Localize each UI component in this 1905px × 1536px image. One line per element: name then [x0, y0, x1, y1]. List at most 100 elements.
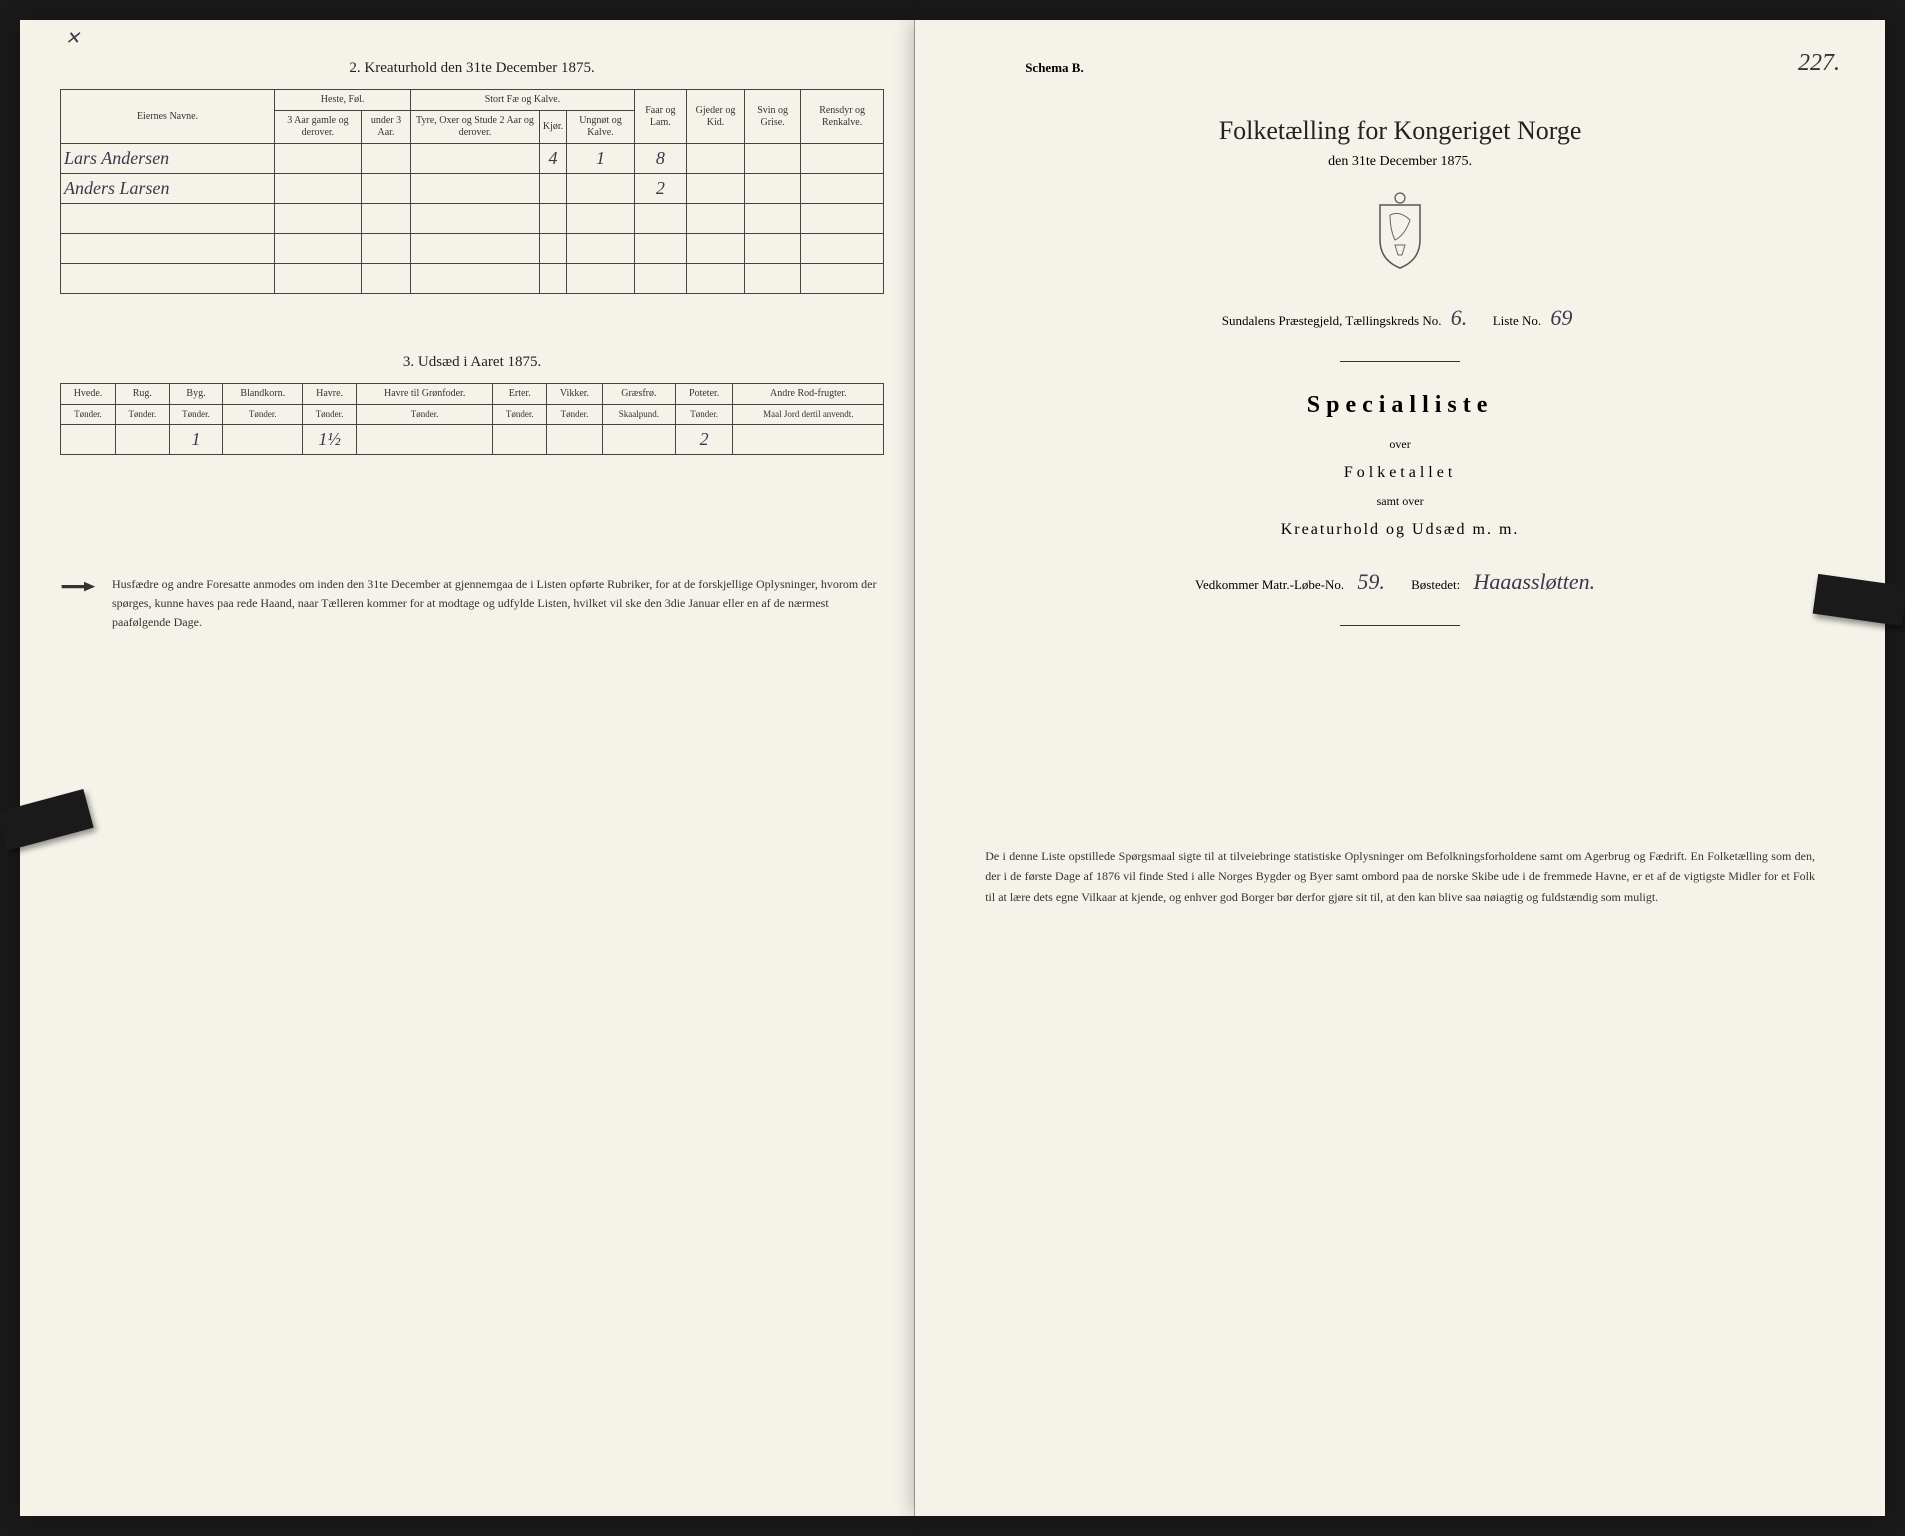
seed-subheader: Tønder. [61, 405, 116, 425]
left-page: ✕ 2. Kreaturhold den 31te December 1875.… [20, 20, 915, 1516]
vedkommer-line: Vedkommer Matr.-Løbe-No. 59. Bøstedet: H… [965, 569, 1835, 595]
cell-value [801, 174, 884, 204]
bottom-paragraph: De i denne Liste opstillede Spørgsmaal s… [965, 846, 1835, 907]
cell-value [686, 204, 744, 234]
seed-value [547, 424, 603, 454]
table-row: Lars Andersen418 [61, 144, 884, 174]
th-sheep: Faar og Lam. [634, 90, 686, 144]
seed-header: Blandkorn. [223, 384, 303, 405]
cell-value: 8 [634, 144, 686, 174]
th-goats: Gjeder og Kid. [686, 90, 744, 144]
page-number: 227. [1798, 50, 1840, 77]
divider-2 [1340, 625, 1460, 626]
table-row [61, 234, 884, 264]
seed-header: Erter. [493, 384, 547, 405]
bestedet-value: Haaassløtten. [1474, 569, 1596, 594]
seed-table: Hvede.Rug.Byg.Blandkorn.Havre.Havre til … [60, 383, 884, 455]
specialliste-title: Specialliste [965, 392, 1835, 419]
cell-value [634, 264, 686, 294]
folketallet-label: Folketallet [965, 464, 1835, 482]
seed-value [356, 424, 493, 454]
cell-value [275, 234, 362, 264]
cell-value [801, 144, 884, 174]
vedkommer-label: Vedkommer Matr.-Løbe-No. [1195, 577, 1344, 592]
seed-value [493, 424, 547, 454]
th-cattle-3: Ungnøt og Kalve. [567, 111, 635, 144]
cell-value [745, 204, 801, 234]
seed-subheader: Tønder. [356, 405, 493, 425]
th-horses-1: 3 Aar gamle og derover. [275, 111, 362, 144]
cell-value [634, 234, 686, 264]
owner-name [61, 234, 275, 264]
parish-prefix: Sundalens Præstegjeld, Tællingskreds No. [1222, 313, 1442, 328]
cell-value [361, 204, 410, 234]
cell-value [411, 264, 540, 294]
cell-value [567, 264, 635, 294]
cell-value [361, 144, 410, 174]
seed-subheader: Tønder. [223, 405, 303, 425]
cell-value [361, 174, 410, 204]
seed-value [223, 424, 303, 454]
th-reindeer: Rensdyr og Renkalve. [801, 90, 884, 144]
cell-value [275, 174, 362, 204]
seed-subheader: Skaalpund. [602, 405, 675, 425]
cell-value [539, 204, 566, 234]
cell-value [361, 264, 410, 294]
cell-value [634, 204, 686, 234]
cell-value [686, 144, 744, 174]
cell-value [411, 174, 540, 204]
owner-name: Lars Andersen [61, 144, 275, 174]
footnote: Husfædre og andre Foresatte anmodes om i… [60, 575, 884, 633]
seed-value: 2 [675, 424, 733, 454]
archive-clip-right [1813, 574, 1905, 626]
seed-subheader: Tønder. [675, 405, 733, 425]
bestedet-label: Bøstedet: [1411, 577, 1460, 592]
th-pigs: Svin og Grise. [745, 90, 801, 144]
table-row: Anders Larsen2 [61, 174, 884, 204]
footnote-text: Husfædre og andre Foresatte anmodes om i… [112, 575, 884, 633]
cell-value [539, 234, 566, 264]
seed-header: Vikker. [547, 384, 603, 405]
cell-value [539, 264, 566, 294]
owner-name: Anders Larsen [61, 174, 275, 204]
over-label: over [965, 437, 1835, 452]
parish-line: Sundalens Præstegjeld, Tællingskreds No.… [965, 305, 1835, 331]
cell-value [686, 234, 744, 264]
schema-label: Schema B. [1025, 60, 1835, 76]
cell-value [567, 204, 635, 234]
liste-label: Liste No. [1493, 313, 1541, 328]
main-title: Folketælling for Kongeriget Norge [965, 116, 1835, 146]
cell-value [275, 144, 362, 174]
table-row [61, 204, 884, 234]
divider [1340, 361, 1460, 362]
th-horses-2: under 3 Aar. [361, 111, 410, 144]
cell-value [801, 264, 884, 294]
cell-value [745, 174, 801, 204]
seed-subheader: Tønder. [116, 405, 170, 425]
seed-value [61, 424, 116, 454]
owner-name [61, 264, 275, 294]
th-cattle-2: Kjør. [539, 111, 566, 144]
th-horses: Heste, Føl. [275, 90, 411, 111]
section2-title: 2. Kreaturhold den 31te December 1875. [60, 60, 884, 77]
seed-subheader: Tønder. [169, 405, 223, 425]
cell-value [539, 174, 566, 204]
seed-header: Hvede. [61, 384, 116, 405]
cell-value [745, 264, 801, 294]
matr-number: 59. [1357, 569, 1385, 594]
cell-value [275, 204, 362, 234]
seed-subheader: Tønder. [493, 405, 547, 425]
cell-value [801, 234, 884, 264]
cell-value [567, 174, 635, 204]
cell-value [275, 264, 362, 294]
cell-value [567, 234, 635, 264]
seed-header: Andre Rod-frugter. [733, 384, 884, 405]
seed-subheader: Tønder. [547, 405, 603, 425]
seed-value: 1 [169, 424, 223, 454]
cell-value [801, 204, 884, 234]
th-cattle: Stort Fæ og Kalve. [411, 90, 635, 111]
table-row [61, 264, 884, 294]
seed-subheader: Tønder. [303, 405, 357, 425]
th-name: Eiernes Navne. [61, 90, 275, 144]
cell-value [745, 234, 801, 264]
